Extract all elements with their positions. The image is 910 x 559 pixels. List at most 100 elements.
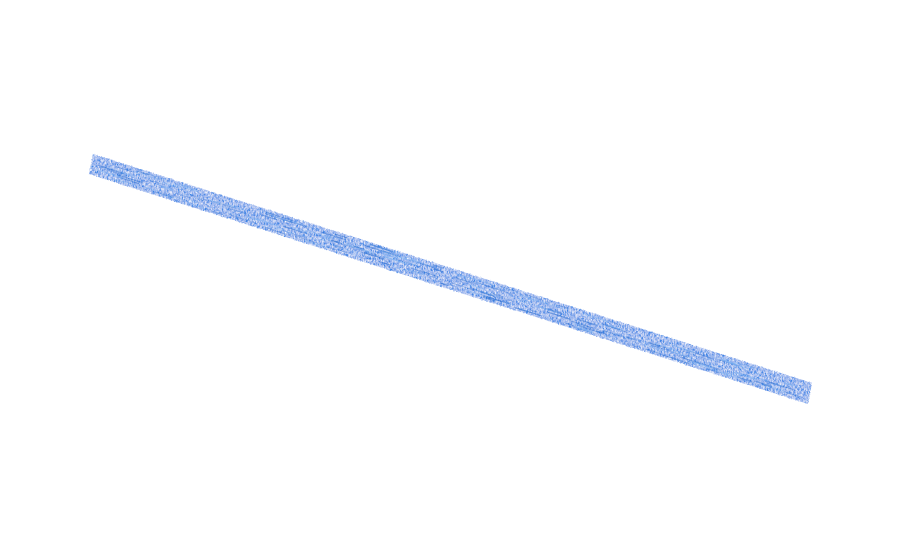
crayon-grain-streak [261, 214, 278, 221]
crayon-grain-streak [326, 246, 337, 251]
crayon-grain-streak [116, 179, 140, 187]
crayon-grain-streak [190, 194, 213, 202]
crayon-grain-streak [650, 345, 665, 351]
crayon-grain-streak [540, 306, 562, 314]
crayon-grain-streak [645, 348, 661, 355]
crayon-grain-streak [343, 239, 358, 246]
crayon-grain-streak [546, 311, 571, 320]
crayon-grain-streak [433, 268, 444, 273]
crayon-grain-streak [285, 230, 294, 235]
crayon-grain-streak [363, 252, 385, 260]
crayon-grain-streak [568, 319, 594, 329]
blue-crayon-stroke [89, 154, 812, 404]
crayon-grain-streak [720, 356, 732, 362]
crayon-grain-streak [486, 296, 510, 305]
crayon-grain-streak [573, 322, 585, 328]
crayon-grain-streak [454, 273, 478, 281]
crayon-grain-streak [96, 169, 123, 179]
crayon-grain-streak [744, 363, 759, 370]
crayon-grain-streak [482, 296, 496, 302]
crayon-grain-streak [726, 361, 750, 370]
crayon-grain-streak [732, 365, 761, 376]
crayon-grain-streak [758, 383, 785, 394]
crayon-grain-streak [331, 239, 341, 244]
crayon-grain-streak [121, 172, 136, 178]
crayon-grain-streak [535, 305, 558, 314]
crayon-grain-streak [732, 371, 756, 380]
crayon-grain-streak [304, 239, 329, 249]
crayon-grain-streak [738, 377, 753, 383]
crayon-grain-streak [573, 326, 593, 334]
crayon-grain-streak [155, 192, 176, 199]
crayon-grain-streak [178, 183, 191, 189]
crayon-grain-streak [288, 220, 301, 225]
crayon-grain-streak [210, 210, 224, 216]
crayon-grain-streak [603, 330, 612, 334]
crayon-grain-streak [228, 213, 256, 224]
crayon-grain-streak [737, 376, 753, 382]
crayon-grain-streak [668, 348, 684, 354]
crayon-grain-streak [520, 294, 548, 305]
crayon-grain-streak [764, 380, 784, 388]
crayon-grain-streak [175, 192, 191, 199]
crayon-grain-streak [583, 324, 608, 334]
crayon-grain-streak [462, 275, 477, 281]
crayon-grain-streak [492, 286, 505, 292]
crayon-grain-streak [740, 372, 759, 380]
crayon-grain-streak [465, 289, 480, 295]
crayon-grain-streak [156, 183, 170, 189]
crayon-grain-streak [334, 233, 348, 239]
crayon-grain-streak [695, 362, 715, 369]
crayon-grain-streak [276, 226, 285, 231]
crayon-grain-streak [422, 271, 430, 274]
crayon-grain-streak [382, 253, 399, 260]
crayon-grain-streak [406, 268, 424, 276]
crayon-grain-streak [411, 259, 439, 269]
crayon-grain-streak [482, 295, 503, 303]
crayon-grain-streak [681, 348, 692, 353]
crayon-grain-streak [503, 301, 513, 305]
crayon-grain-streak [116, 166, 133, 173]
crayon-grain-streak [549, 309, 563, 315]
crayon-grain-streak [326, 236, 335, 240]
crayon-grain-streak [166, 194, 189, 203]
stroke-grain-texture [96, 164, 802, 398]
crayon-grain-streak [720, 359, 738, 365]
crayon-grain-streak [468, 283, 485, 290]
crayon-grain-streak [320, 232, 341, 240]
crayon-grain-streak [666, 349, 693, 359]
crayon-grain-streak [323, 235, 331, 239]
crayon-grain-streak [225, 203, 245, 211]
crayon-grain-streak [596, 330, 607, 335]
crayon-grain-streak [378, 261, 391, 266]
crayon-grain-streak [332, 244, 359, 254]
crayon-grain-streak [440, 282, 449, 287]
crayon-grain-streak [472, 280, 499, 290]
crayon-grain-streak [600, 334, 626, 343]
crayon-grain-streak [474, 289, 500, 298]
crayon-grain-streak [319, 238, 328, 242]
crayon-grain-streak [767, 380, 794, 391]
crayon-grain-streak [743, 379, 757, 385]
crayon-grain-streak [607, 325, 628, 333]
crayon-grain-streak [609, 321, 622, 326]
crayon-grain-streak [613, 332, 634, 340]
crayon-grain-streak [596, 322, 611, 328]
crayon-grain-streak [576, 326, 594, 333]
crayon-grain-streak [605, 334, 617, 339]
crayon-grain-streak [548, 315, 560, 320]
crayon-grain-streak [734, 361, 755, 369]
crayon-grain-streak [468, 290, 492, 299]
crayon-grain-streak [417, 261, 437, 269]
crayon-grain-streak [394, 258, 422, 268]
crayon-grain-streak [103, 168, 127, 177]
crayon-grain-streak [432, 264, 445, 269]
crayon-grain-streak [706, 362, 722, 369]
crayon-grain-streak [783, 382, 794, 386]
crayon-grain-streak [627, 343, 641, 349]
crayon-grain-streak [116, 174, 143, 184]
crayon-grain-streak [292, 221, 320, 231]
crayon-grain-streak [263, 224, 285, 232]
